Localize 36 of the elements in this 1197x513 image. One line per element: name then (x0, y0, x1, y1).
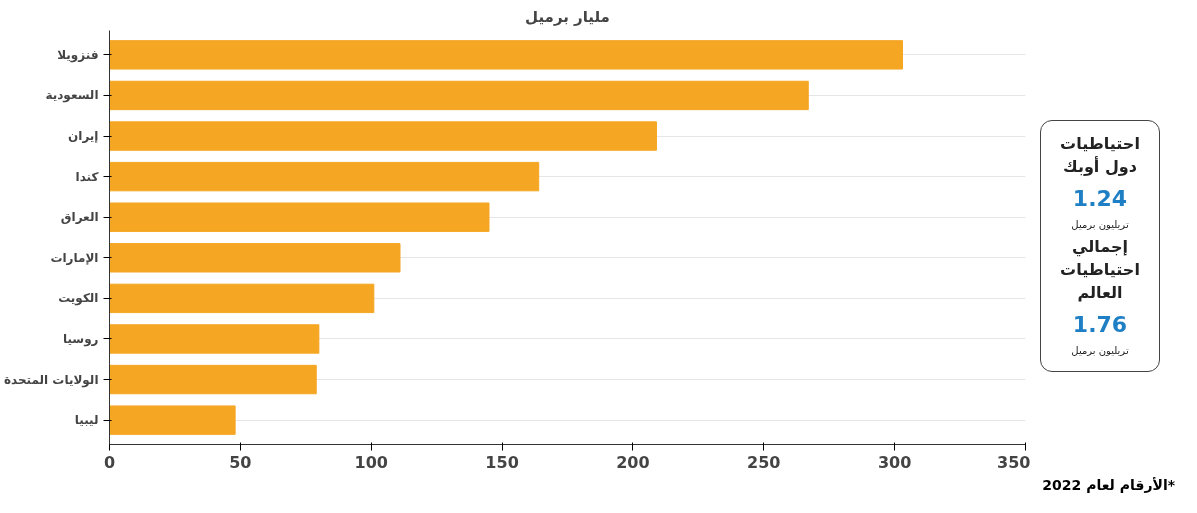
x-tick-label: 300 (877, 452, 912, 472)
y-tick-label: ليبيا (74, 413, 99, 428)
chart-title: مليار برميل (525, 7, 610, 26)
bar (109, 40, 903, 70)
x-tick-label: 50 (229, 452, 252, 472)
bar (109, 161, 540, 192)
text: إجمالي احتياطيات العالم (1059, 236, 1141, 305)
x-tick-label: 200 (616, 452, 650, 472)
y-tick-label: كندا (75, 169, 99, 184)
y-tick-label: إيران (68, 129, 99, 144)
y-tick-label: الكويت (58, 291, 99, 307)
bar (109, 121, 657, 151)
bar (109, 405, 236, 435)
text: تريليون برميل (1070, 344, 1130, 359)
y-tick-label: الإمارات (50, 250, 99, 265)
text: تريليون برميل (1070, 218, 1130, 233)
y-tick-label: العراق (60, 210, 99, 225)
text: 1.24 (1071, 184, 1129, 213)
x-tick-label: 350 (997, 452, 1031, 472)
bar (109, 243, 401, 273)
bar (109, 80, 809, 111)
text: احتياطيات دول أوبك (1059, 133, 1141, 178)
bar (109, 324, 320, 354)
y-tick-label: روسيا (62, 331, 99, 347)
x-tick-label: 150 (485, 452, 519, 472)
y-tick-label: السعودية (45, 88, 99, 104)
text: 1.76 (1071, 310, 1129, 339)
x-tick-label: 250 (747, 452, 781, 472)
x-tick-label: 0 (103, 452, 116, 472)
bar (109, 364, 317, 395)
y-tick-label: فنزويلا (57, 47, 99, 63)
y-tick-label: الولايات المتحدة (3, 372, 99, 388)
bar (109, 283, 375, 314)
x-tick-label: 100 (354, 452, 388, 472)
bar (109, 202, 490, 232)
text: *الأرقام لعام 2022 (1041, 476, 1175, 495)
